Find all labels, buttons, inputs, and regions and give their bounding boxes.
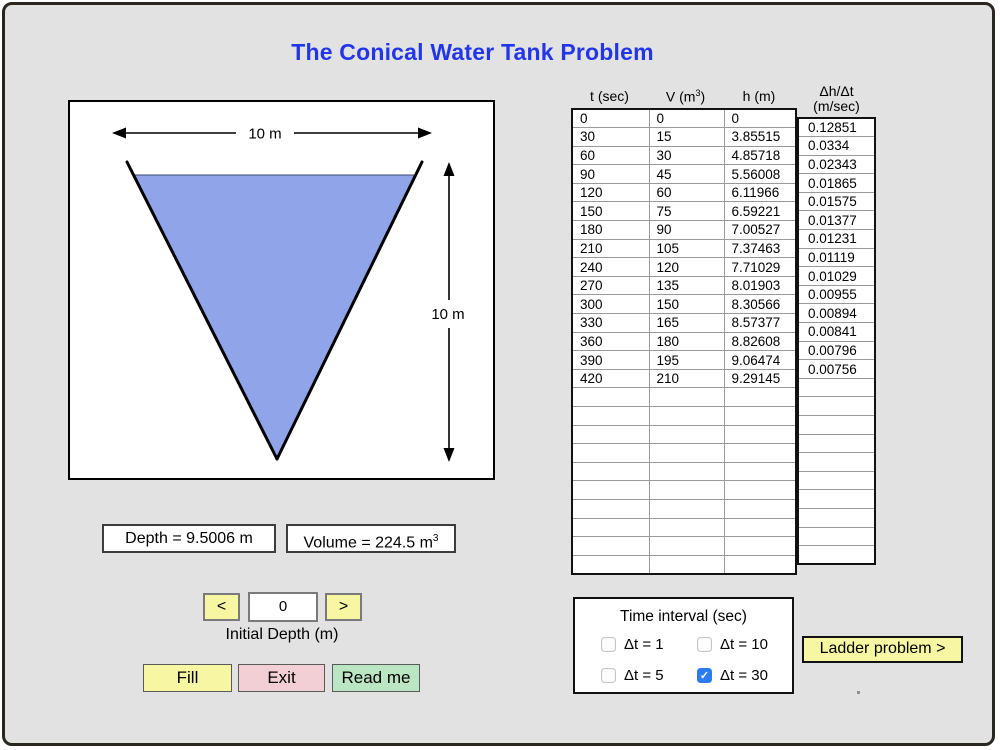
table-row: 390 195 9.06474 [571,350,797,370]
checkbox-icon[interactable] [601,668,616,683]
screen-speck [857,691,860,694]
table-row: 330 165 8.57377 [571,313,797,333]
water-fill [134,175,416,458]
time-interval-option[interactable]: Δt = 10 [697,636,768,653]
table-row: 0.0334 [797,136,876,156]
table-row: 0.01865 [797,173,876,193]
initial-depth-value[interactable]: 0 [248,592,318,622]
cone-outline [125,160,424,461]
table-row [571,536,797,556]
table-row [571,480,797,500]
column-header-height: h (m) [742,88,776,104]
tank-diagram-panel: 10 m 10 m [68,100,495,480]
table-row [797,526,876,547]
table-row [797,452,876,472]
height-label: 10 m [431,306,464,323]
time-interval-box: Time interval (sec) Δt = 1 Δt = 10 Δt = 5 ✓… [573,597,794,694]
table-row [797,470,876,491]
table-row [797,377,876,398]
rate-table: 0.12851 0.0334 0.02343 0.01865 0.01575 0.0137… [797,117,876,566]
depth-readout-text: Depth = 9.5006 m [125,530,253,547]
table-row: 0.12851 [797,117,876,138]
checkbox-checked-icon[interactable]: ✓ [697,668,712,683]
table-row: 240 120 7.71029 [571,257,797,277]
time-interval-option-label: Δt = 30 [720,667,768,684]
table-row: 300 150 8.30566 [571,294,797,315]
exit-button[interactable]: Exit [238,664,325,692]
width-label: 10 m [248,126,281,143]
table-row [571,498,797,519]
column-header-volume: V (m3) [665,88,706,105]
table-row: 90 45 5.56008 [571,164,797,184]
table-row [797,489,876,509]
table-row: 360 180 8.82608 [571,331,797,352]
depth-readout: Depth = 9.5006 m [102,524,276,553]
table-row: 0.00796 [797,340,876,361]
table-row [571,517,797,538]
table-row: 120 60 6.11966 [571,182,797,203]
table-row [571,406,797,426]
data-table: 0 0 0 30 15 3.85515 60 30 4.85718 90 45 5.56008 120 6… [571,108,797,575]
table-row: 420 210 9.29145 [571,368,797,389]
table-row: 0.00841 [797,322,876,342]
checkbox-icon[interactable] [697,637,712,652]
time-interval-option-label: Δt = 10 [720,636,768,653]
checkbox-icon[interactable] [601,637,616,652]
time-interval-option-label: Δt = 5 [624,667,664,684]
table-row: 0.00894 [797,303,876,324]
width-dimension-arrow: 10 m [112,126,432,143]
table-row [797,415,876,435]
column-header-time: t (sec) [590,88,629,104]
ladder-problem-button[interactable]: Ladder problem > [802,636,963,663]
table-row [797,396,876,416]
volume-readout-sup: 3 [432,533,439,544]
initial-depth-label: Initial Depth (m) [225,626,339,643]
volume-readout: Volume = 224.5 m3 [286,524,456,553]
fill-button[interactable]: Fill [143,664,232,692]
table-row: 60 30 4.85718 [571,145,797,166]
table-row [571,424,797,445]
table-row: 180 90 7.00527 [571,220,797,240]
table-row: 150 75 6.59221 [571,201,797,222]
table-row [797,545,876,565]
table-row: 210 105 7.37463 [571,238,797,259]
volume-readout-text: Volume = 224.5 m [303,534,433,552]
table-row [571,461,797,482]
table-row: 0.01119 [797,247,876,268]
table-row: 0.01029 [797,266,876,286]
read-me-button[interactable]: Read me [332,664,420,692]
table-row [571,554,797,575]
time-interval-option-label: Δt = 1 [624,636,664,653]
table-row: 0.02343 [797,154,876,175]
decrement-depth-button[interactable]: < [203,593,240,621]
height-dimension-arrow: 10 m [431,162,465,462]
table-row [797,507,876,528]
table-row: 0.01377 [797,210,876,231]
table-row [797,433,876,454]
increment-depth-button[interactable]: > [325,593,362,621]
table-row [571,387,797,407]
column-header-rate: Δh/Δt (m/sec) [813,83,860,114]
table-row [571,443,797,463]
table-row: 0.00756 [797,359,876,379]
table-row: 0.01575 [797,191,876,212]
time-interval-title: Time interval (sec) [620,608,747,625]
time-interval-option[interactable]: ✓ Δt = 30 [697,667,768,684]
table-row: 0.00955 [797,284,876,305]
time-interval-option[interactable]: Δt = 1 [601,636,697,653]
time-interval-options: Δt = 1 Δt = 10 Δt = 5 ✓ Δt = 30 [601,636,768,684]
table-row: 30 15 3.85515 [571,127,797,147]
tank-diagram: 10 m 10 m [112,126,465,462]
page-title: The Conical Water Tank Problem [291,39,654,65]
time-interval-option[interactable]: Δt = 5 [601,667,697,684]
table-row: 0.01231 [797,229,876,249]
table-row: 270 135 8.01903 [571,275,797,296]
